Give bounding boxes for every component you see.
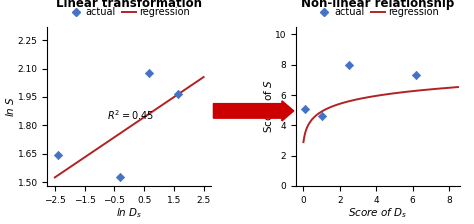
Y-axis label: ln $S$: ln $S$ <box>4 96 16 117</box>
Legend: actual, regression: actual, regression <box>313 3 443 21</box>
Text: $R^2 = 0.45$: $R^2 = 0.45$ <box>107 108 154 122</box>
Point <box>54 153 62 157</box>
Point <box>145 71 152 75</box>
Y-axis label: Score of $S$: Score of $S$ <box>262 79 273 134</box>
Point <box>301 107 309 110</box>
Legend: actual, regression: actual, regression <box>64 3 194 21</box>
Point <box>174 92 182 96</box>
Title: Linear transformation: Linear transformation <box>56 0 202 11</box>
Point <box>117 176 124 179</box>
Point <box>345 63 353 67</box>
Title: Non-linear relationship: Non-linear relationship <box>301 0 455 11</box>
X-axis label: Score of $D_s$: Score of $D_s$ <box>348 206 408 220</box>
Point <box>318 114 325 118</box>
Point <box>412 73 420 77</box>
X-axis label: ln $D_s$: ln $D_s$ <box>116 206 142 220</box>
